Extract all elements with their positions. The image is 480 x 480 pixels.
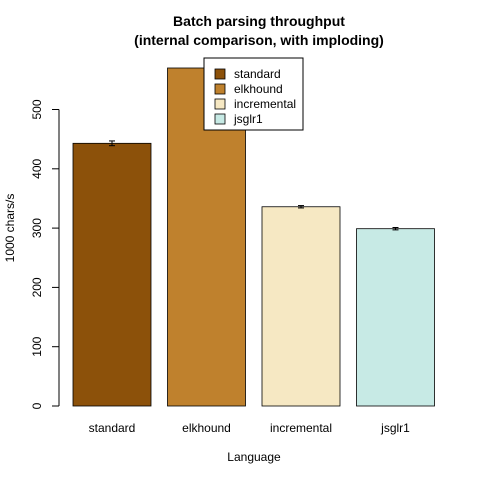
legend-swatch bbox=[214, 83, 226, 95]
x-tick-label-incremental: incremental bbox=[270, 421, 332, 435]
x-axis-label: Language bbox=[227, 450, 281, 464]
x-tick-labels: standard elkhound incremental jsglr1 bbox=[89, 421, 411, 435]
legend-entry-elkhound: elkhound bbox=[214, 82, 283, 96]
x-tick-label-jsglr1: jsglr1 bbox=[380, 421, 410, 435]
bar-incremental bbox=[261, 206, 341, 407]
y-tick-label-300: 300 bbox=[30, 218, 44, 238]
bar-jsglr1 bbox=[356, 228, 435, 407]
y-tick-label-200: 200 bbox=[30, 277, 44, 297]
legend-label: incremental bbox=[234, 97, 296, 111]
x-tick-label-elkhound: elkhound bbox=[182, 421, 231, 435]
error-bar-jsglr1 bbox=[392, 227, 399, 231]
y-axis-label: 1000 chars/s bbox=[3, 194, 17, 263]
legend-swatch bbox=[214, 113, 226, 125]
legend-swatch bbox=[214, 68, 226, 80]
y-tick-label-400: 400 bbox=[30, 158, 44, 178]
bar-standard bbox=[72, 142, 152, 407]
error-bar-standard bbox=[109, 140, 115, 147]
bar-group bbox=[72, 67, 435, 407]
y-tick-label-500: 500 bbox=[30, 99, 44, 119]
y-tick-label-100: 100 bbox=[30, 336, 44, 356]
legend-label: jsglr1 bbox=[233, 112, 263, 126]
y-tick-label-0: 0 bbox=[30, 402, 44, 409]
chart-title: Batch parsing throughput bbox=[173, 13, 345, 29]
error-bar-incremental bbox=[298, 205, 304, 209]
legend-label: standard bbox=[234, 67, 281, 81]
chart-subtitle: (internal comparison, with imploding) bbox=[134, 32, 384, 48]
legend-label: elkhound bbox=[234, 82, 283, 96]
legend-entry-incremental: incremental bbox=[214, 97, 296, 111]
legend-swatch bbox=[214, 98, 226, 110]
legend-entry-jsglr1: jsglr1 bbox=[214, 112, 263, 126]
legend-entry-standard: standard bbox=[214, 67, 281, 81]
y-axis: 0 100 200 300 400 500 bbox=[30, 99, 60, 409]
x-tick-label-standard: standard bbox=[89, 421, 136, 435]
